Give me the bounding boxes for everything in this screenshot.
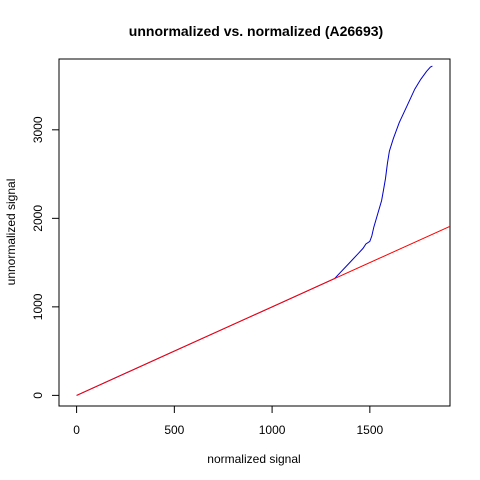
chart-title: unnormalized vs. normalized (A26693)	[129, 23, 383, 39]
y-axis-label: unnormalized signal	[4, 179, 18, 286]
x-tick-label: 1000	[259, 423, 286, 437]
x-tick-label: 0	[73, 423, 80, 437]
y-tick-label: 3000	[31, 116, 45, 143]
x-axis-label: normalized signal	[207, 452, 300, 466]
series-layer	[76, 65, 450, 396]
y-tick-label: 2000	[31, 205, 45, 232]
x-axis: 0 500 1000 1500	[73, 405, 384, 437]
x-tick-label: 500	[164, 423, 184, 437]
series-line-1	[76, 65, 433, 396]
y-tick-label: 1000	[31, 293, 45, 320]
series-line-2	[76, 225, 450, 396]
y-axis: 0 1000 2000 3000	[31, 116, 60, 399]
x-tick-label: 1500	[356, 423, 383, 437]
y-tick-label: 0	[31, 392, 45, 399]
